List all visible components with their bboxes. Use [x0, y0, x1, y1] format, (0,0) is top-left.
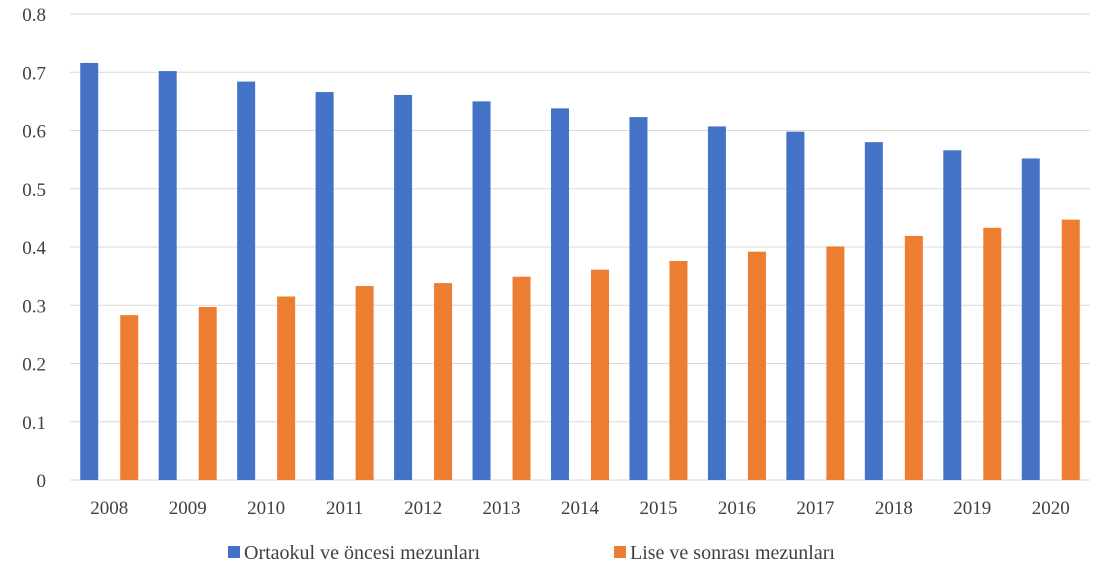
y-axis: 0 0.1 0.2 0.3 0.4 0.5 0.6 0.7 0.8	[22, 5, 46, 492]
y-tick-label: 0.8	[22, 5, 46, 26]
bar-ortaokul	[394, 94, 413, 480]
y-tick-label: 0.7	[22, 63, 46, 84]
x-tick-label: 2010	[247, 498, 285, 519]
x-tick-label: 2012	[404, 498, 442, 519]
x-tick-label: 2019	[953, 498, 991, 519]
bar-lise	[904, 235, 923, 480]
y-tick-label: 0.6	[22, 122, 46, 143]
gridlines	[70, 13, 1090, 481]
bar-lise	[591, 269, 609, 480]
bar-ortaokul	[80, 62, 99, 481]
y-tick-label: 0	[37, 471, 47, 492]
bar-ortaokul	[707, 126, 726, 481]
bar-lise	[277, 296, 296, 480]
bar-lise	[434, 283, 453, 480]
bar-ortaokul	[786, 131, 805, 481]
bar-ortaokul	[629, 117, 648, 480]
x-tick-label: 2011	[326, 498, 363, 519]
y-tick-label: 0.4	[22, 238, 46, 259]
bar-ortaokul	[864, 142, 883, 480]
x-tick-label: 2013	[483, 498, 521, 519]
y-tick-label: 0.1	[22, 413, 46, 434]
bar-lise	[355, 286, 374, 480]
legend-swatch	[614, 546, 626, 558]
legend-label: Ortaokul ve öncesi mezunları	[244, 542, 480, 564]
y-tick-label: 0.2	[22, 355, 46, 376]
bar-ortaokul	[1021, 158, 1040, 480]
bars	[80, 62, 1080, 481]
bar-ortaokul	[551, 108, 569, 481]
bar-ortaokul	[315, 92, 334, 481]
x-tick-label: 2014	[561, 498, 600, 519]
bar-ortaokul	[472, 101, 491, 480]
x-tick-label: 2009	[169, 498, 207, 519]
bar-lise	[826, 246, 845, 480]
bar-ortaokul	[158, 71, 177, 481]
y-tick-label: 0.3	[22, 296, 46, 317]
legend-label: Lise ve sonrası mezunları	[630, 542, 835, 564]
y-tick-label: 0.5	[22, 180, 46, 201]
bar-lise	[512, 276, 531, 480]
bar-lise	[198, 306, 217, 480]
bar-ortaokul	[237, 81, 256, 480]
bar-lise	[747, 251, 766, 480]
bar-ortaokul	[943, 150, 962, 480]
x-tick-label: 2018	[875, 498, 913, 519]
bar-lise	[120, 315, 139, 480]
bar-lise	[669, 260, 688, 480]
x-tick-label: 2020	[1032, 498, 1070, 519]
legend-swatch	[228, 546, 240, 558]
bar-lise	[1061, 219, 1080, 480]
x-tick-label: 2016	[718, 498, 756, 519]
bar-lise	[983, 227, 1002, 480]
x-tick-label: 2008	[90, 498, 128, 519]
x-tick-label: 2015	[639, 498, 677, 519]
legend: Ortaokul ve öncesi mezunları Lise ve sonr…	[228, 542, 835, 564]
x-tick-label: 2017	[796, 498, 834, 519]
x-axis: 2008 2009 2010 2011 2012 2013 2014 2015 2016 2017…	[90, 498, 1070, 519]
